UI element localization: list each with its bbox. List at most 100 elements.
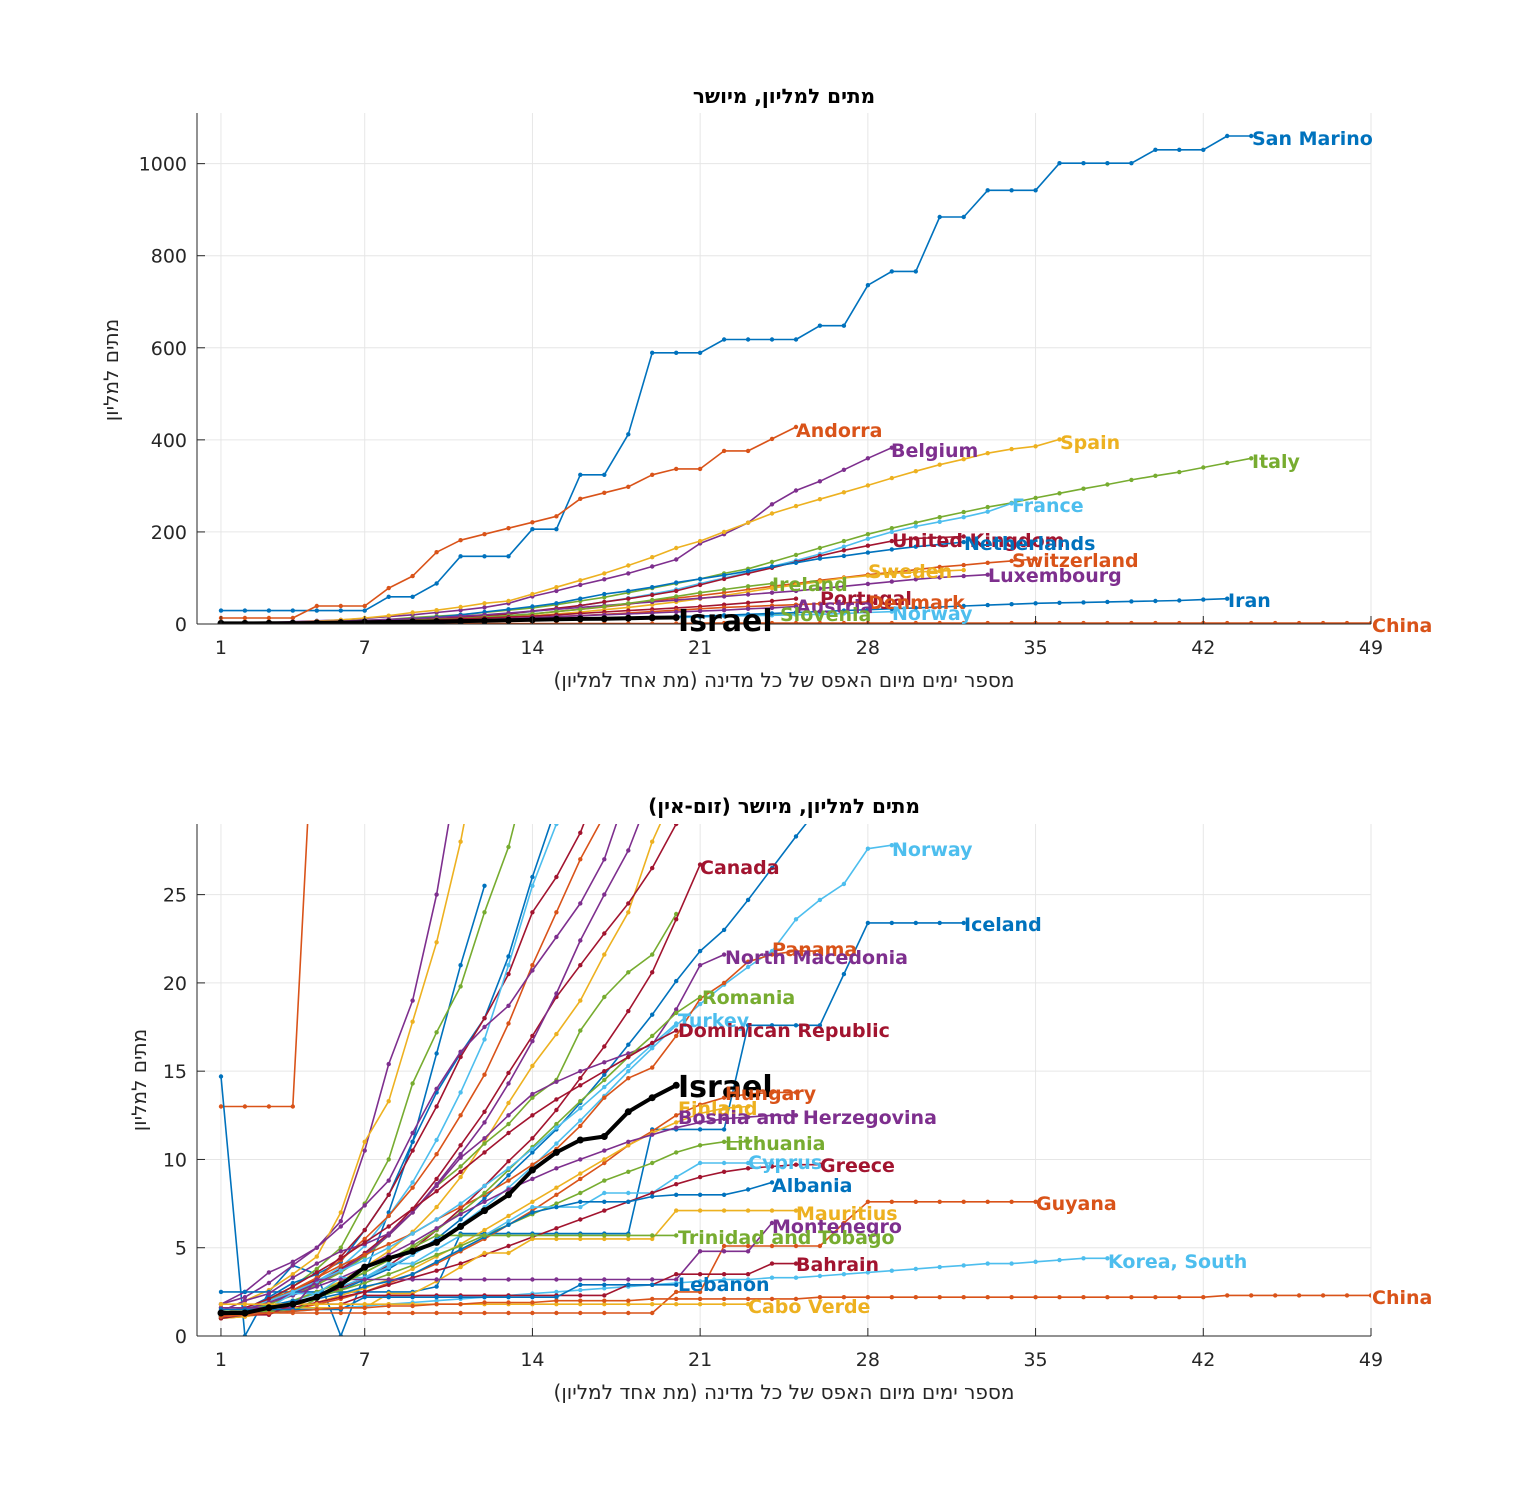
data-point (961, 1295, 966, 1300)
data-point (697, 1143, 703, 1148)
data-point (937, 542, 942, 547)
data-point (793, 1113, 799, 1118)
data-point (578, 1176, 583, 1182)
data-point (1201, 465, 1206, 470)
series-label-andorra: Andorra (796, 420, 882, 442)
data-point (626, 910, 631, 915)
chart-deaths-per-million-zoom: 1 7 14 21 28 35 42 49 0 5 10 15 20 25 Canada Norway Ice… (127, 794, 1432, 1404)
data-point (218, 1074, 224, 1079)
data-point (1057, 491, 1062, 496)
series-label-north-macedonia: North Macedonia (725, 947, 908, 969)
data-point (674, 1233, 679, 1238)
data-point (674, 1272, 679, 1277)
data-point (1129, 477, 1134, 483)
data-point (769, 511, 775, 516)
data-point (481, 617, 488, 624)
data-point (602, 604, 607, 609)
data-point (1009, 1199, 1014, 1205)
data-point (506, 1300, 511, 1305)
data-point (626, 1143, 631, 1148)
series-spain (218, 437, 1062, 624)
data-point (242, 1295, 248, 1300)
data-point (1105, 599, 1110, 605)
data-point (482, 1196, 487, 1201)
series-label-switzerland: Switzerland (1012, 550, 1139, 572)
data-point (674, 597, 679, 603)
data-point (1153, 620, 1158, 624)
data-point (458, 1233, 463, 1238)
data-point (338, 1268, 343, 1273)
data-point (961, 457, 966, 462)
data-point (290, 1280, 295, 1286)
data-point (793, 552, 799, 558)
data-point (482, 1016, 487, 1021)
data-point (913, 1295, 918, 1300)
data-point (458, 554, 463, 559)
y-tick-label: 0 (175, 614, 187, 636)
data-point (434, 1226, 439, 1231)
data-point (602, 591, 607, 597)
data-point (482, 1120, 487, 1125)
data-point (386, 1245, 391, 1250)
data-point (841, 584, 847, 589)
data-point (410, 1148, 415, 1153)
data-point (410, 1130, 415, 1136)
series-line-dominican-republic (220, 1029, 677, 1314)
data-point (817, 1295, 823, 1300)
data-point (793, 1296, 799, 1302)
data-point (793, 582, 799, 588)
data-point (434, 1189, 439, 1194)
data-point (362, 1305, 367, 1311)
data-point (674, 1282, 679, 1288)
data-point (602, 1208, 607, 1213)
data-point (410, 594, 415, 599)
data-point (674, 978, 679, 984)
data-point (745, 1023, 751, 1028)
data-point (362, 1310, 367, 1316)
data-point (386, 1261, 391, 1266)
data-point (626, 1199, 631, 1205)
data-point (937, 564, 942, 570)
data-point (338, 1287, 343, 1293)
series-label-cabo-verde: Cabo Verde (748, 1296, 870, 1318)
data-point (769, 605, 775, 611)
data-point (602, 1302, 607, 1307)
data-point (554, 1302, 559, 1307)
data-point (1009, 446, 1014, 452)
data-point (697, 582, 703, 588)
data-point (266, 1270, 272, 1275)
series-label-iran: Iran (1228, 590, 1271, 612)
data-point (721, 952, 727, 957)
chart-0-title: מתים למליון, מיושר (693, 84, 875, 108)
data-point (338, 1333, 343, 1336)
data-point (578, 1069, 583, 1074)
x-tick-label: 7 (359, 1349, 371, 1371)
data-point (721, 927, 727, 933)
data-point (648, 614, 656, 622)
data-point (530, 1146, 535, 1152)
data-point (1033, 444, 1038, 449)
data-point (554, 910, 559, 915)
data-point (865, 920, 871, 926)
data-point (626, 1069, 631, 1074)
data-point (457, 617, 465, 624)
data-point (386, 1310, 391, 1316)
data-point (530, 1063, 535, 1069)
chart-0-xlabel: מספר ימים מיום האפס של כל מדינה (מת אחד … (554, 668, 1015, 692)
data-point (410, 998, 415, 1003)
data-point (434, 1176, 439, 1182)
data-point (913, 920, 918, 926)
data-point (506, 1121, 511, 1127)
data-point (1153, 473, 1158, 478)
data-point (458, 839, 463, 844)
data-point (242, 1302, 248, 1307)
data-point (506, 554, 511, 559)
data-point (505, 616, 512, 624)
series-israel (217, 614, 680, 624)
data-point (602, 1069, 607, 1074)
data-point (1033, 1199, 1038, 1205)
data-point (338, 1256, 343, 1261)
data-point (314, 1302, 319, 1307)
data-point (410, 1295, 415, 1300)
